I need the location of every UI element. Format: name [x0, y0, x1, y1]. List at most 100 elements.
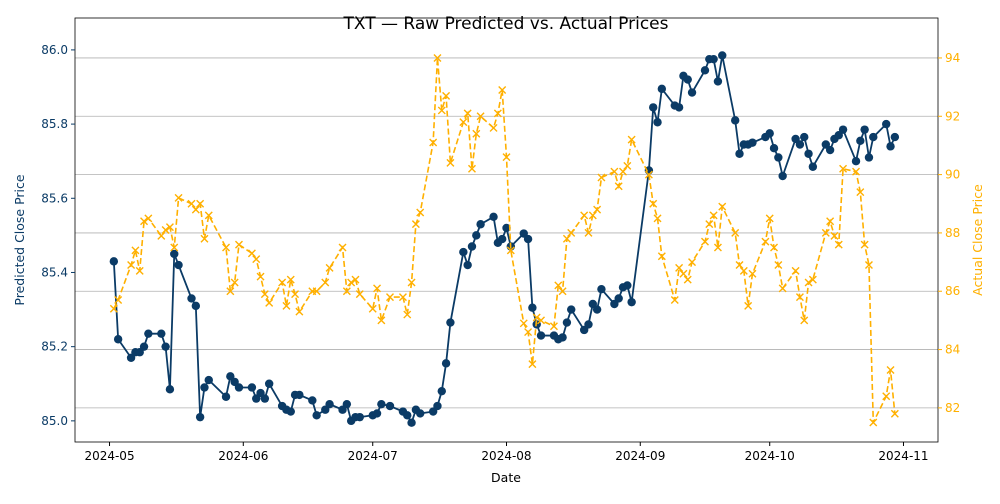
point-marker [670, 295, 679, 304]
point-marker [623, 281, 632, 290]
point-marker [886, 365, 895, 374]
point-marker [519, 319, 528, 328]
point-marker [459, 247, 468, 257]
point-marker [537, 316, 546, 325]
y-tick-label: 85.6 [41, 191, 68, 205]
point-marker [372, 409, 382, 418]
point-marker [593, 205, 602, 214]
point-marker [140, 217, 149, 226]
point-marker [114, 295, 123, 304]
point-marker [321, 278, 330, 287]
y2-tick-label: 94 [945, 51, 960, 65]
x-tick-label: 2024-09 [615, 449, 665, 463]
point-marker [644, 170, 653, 179]
point-marker [610, 167, 619, 176]
point-marker [584, 228, 593, 237]
point-marker [718, 202, 727, 211]
point-marker [839, 164, 848, 173]
point-marker [157, 329, 166, 338]
point-marker [528, 360, 537, 369]
point-marker [709, 54, 718, 64]
point-marker [446, 318, 455, 327]
point-marker [683, 275, 692, 284]
y2-tick-label: 90 [945, 168, 960, 182]
x-tick-label: 2024-08 [481, 449, 531, 463]
y-axis-label: Predicted Close Price [12, 174, 27, 305]
point-marker [373, 284, 382, 293]
point-marker [856, 188, 865, 197]
point-marker [170, 243, 179, 252]
point-marker [234, 383, 244, 392]
point-marker [653, 214, 662, 223]
point-marker [791, 266, 800, 275]
point-marker [325, 263, 334, 272]
x-tick-label: 2024-06 [218, 449, 268, 463]
y2-tick-label: 82 [945, 401, 960, 415]
point-marker [368, 304, 377, 313]
point-marker [282, 301, 291, 310]
point-marker [765, 129, 774, 138]
point-marker [808, 275, 817, 284]
point-marker [731, 228, 740, 237]
point-marker [580, 211, 589, 220]
y-tick-label: 85.4 [41, 265, 68, 279]
point-marker [308, 396, 317, 405]
point-marker [416, 409, 425, 418]
point-marker [195, 412, 205, 422]
y-tick-label: 85.0 [41, 414, 68, 428]
point-marker [675, 263, 684, 272]
point-marker [476, 220, 485, 229]
point-marker [700, 66, 710, 75]
point-marker [286, 407, 295, 416]
point-marker [774, 153, 783, 162]
point-marker [860, 125, 869, 134]
x-tick-label: 2024-11 [878, 449, 928, 463]
point-marker [196, 199, 205, 208]
point-marker [403, 310, 412, 319]
point-marker [433, 53, 442, 62]
point-marker [446, 158, 455, 167]
point-marker [502, 153, 511, 162]
point-marker [252, 255, 261, 264]
point-marker [770, 243, 779, 252]
point-marker [441, 359, 451, 368]
point-marker [174, 260, 183, 270]
point-marker [265, 298, 274, 307]
point-marker [200, 234, 209, 243]
point-marker [795, 293, 804, 302]
point-marker [700, 237, 709, 246]
point-marker [498, 86, 507, 95]
point-marker [222, 243, 231, 252]
point-marker [165, 385, 175, 394]
point-marker [718, 51, 727, 60]
y2-tick-label: 86 [945, 284, 960, 298]
point-marker [761, 237, 770, 246]
point-marker [278, 278, 287, 287]
point-marker [489, 123, 498, 132]
point-marker [506, 246, 515, 255]
point-marker [882, 392, 891, 401]
point-marker [592, 305, 602, 314]
point-marker [247, 383, 257, 392]
y2-tick-label: 92 [945, 109, 960, 123]
point-marker [312, 411, 321, 420]
point-marker [890, 132, 900, 142]
point-marker [536, 331, 546, 340]
point-marker [739, 266, 748, 275]
point-marker [730, 116, 740, 125]
point-marker [144, 329, 153, 338]
point-marker [869, 132, 878, 142]
point-marker [869, 418, 878, 427]
point-marker [852, 167, 861, 176]
point-marker [567, 305, 576, 314]
point-marker [377, 399, 386, 409]
point-marker [437, 106, 446, 115]
point-marker [830, 231, 839, 240]
point-marker [467, 164, 476, 173]
x-axis-label: Date [491, 470, 521, 485]
point-marker [687, 88, 697, 97]
point-marker [653, 118, 662, 127]
point-marker [338, 243, 347, 252]
point-marker [619, 167, 627, 176]
point-marker [433, 401, 442, 411]
